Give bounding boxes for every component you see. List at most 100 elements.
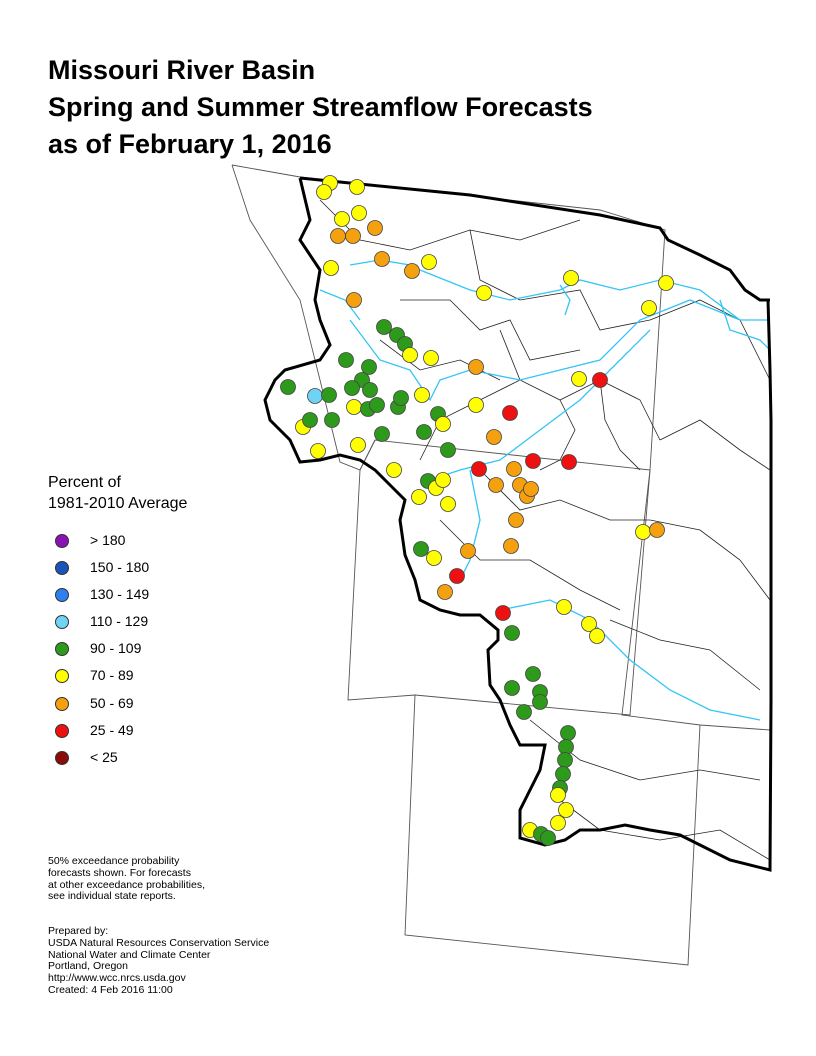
forecast-point <box>414 387 430 403</box>
basin-boundary <box>263 176 773 872</box>
credits-line: Prepared by: <box>48 925 109 937</box>
forecast-point <box>334 211 350 227</box>
forecast-point <box>323 260 339 276</box>
legend-label: 130 - 149 <box>90 586 150 603</box>
sub-basin-line <box>519 379 661 441</box>
forecast-point <box>557 752 573 768</box>
title-line-2: Spring and Summer Streamflow Forecasts <box>48 92 593 122</box>
forecast-point <box>369 397 385 413</box>
sub-basin-line <box>659 419 771 471</box>
forecast-point <box>435 472 451 488</box>
forecast-point <box>589 628 605 644</box>
legend-item: < 25 <box>48 749 187 778</box>
legend-item: 70 - 89 <box>48 667 187 696</box>
river-bighorn <box>459 469 481 581</box>
forecast-point <box>641 300 657 316</box>
forecast-point <box>504 625 520 641</box>
forecast-point <box>563 270 579 286</box>
forecast-point <box>349 179 365 195</box>
legend-label: 50 - 69 <box>90 694 134 711</box>
forecast-point <box>550 787 566 803</box>
forecast-point <box>556 599 572 615</box>
forecast-point <box>393 390 409 406</box>
forecast-point <box>346 292 362 308</box>
forecast-point <box>330 228 346 244</box>
forecast-point <box>307 388 323 404</box>
forecast-point <box>374 426 390 442</box>
title-line-3: as of February 1, 2016 <box>48 129 332 159</box>
forecast-point <box>350 437 366 453</box>
forecast-point <box>532 694 548 710</box>
forecast-point <box>435 416 451 432</box>
forecast-point <box>503 538 519 554</box>
forecast-point <box>421 254 437 270</box>
forecast-point <box>506 461 522 477</box>
credits-line: USDA Natural Resources Conservation Serv… <box>48 936 270 949</box>
sub-basin-line <box>400 299 581 361</box>
river-lake <box>559 284 571 316</box>
forecast-point <box>411 489 427 505</box>
forecast-point <box>310 443 326 459</box>
forecast-point <box>502 405 518 421</box>
legend-swatch <box>55 696 69 711</box>
forecast-point <box>550 815 566 831</box>
legend-swatch <box>55 615 69 630</box>
forecast-point <box>558 802 574 818</box>
forecast-point <box>338 352 354 368</box>
forecast-point <box>508 512 524 528</box>
forecast-points <box>280 175 674 846</box>
forecast-point <box>649 522 665 538</box>
note-line: at other exceedance probabilities, <box>48 878 206 891</box>
legend-item: 25 - 49 <box>48 722 187 751</box>
forecast-point <box>592 372 608 388</box>
sub-basin-line <box>419 329 521 461</box>
legend-title: Percent of 1981-2010 Average <box>48 472 187 514</box>
legend: Percent of 1981-2010 Average > 180 150 -… <box>48 472 187 778</box>
sub-basin-line <box>469 229 651 331</box>
forecast-point <box>413 541 429 557</box>
forecast-point <box>560 725 576 741</box>
forecast-point <box>351 205 367 221</box>
legend-swatch <box>55 642 69 657</box>
river-platte <box>499 599 761 721</box>
legend-swatch <box>55 750 69 765</box>
forecast-point <box>404 263 420 279</box>
forecast-point <box>658 275 674 291</box>
legend-swatch <box>55 588 69 603</box>
legend-swatch <box>55 534 69 548</box>
legend-label: 110 - 129 <box>90 613 149 630</box>
forecast-point <box>302 412 318 428</box>
credits-line: http://www.wcc.nrcs.usda.gov <box>48 972 186 985</box>
state-boundary-lines <box>231 164 771 966</box>
legend-items: > 180 150 - 180 130 - 149 110 - 129 90 -… <box>48 532 187 778</box>
forecast-point <box>495 605 511 621</box>
forecast-point <box>361 359 377 375</box>
forecast-point <box>476 285 492 301</box>
forecast-point <box>346 399 362 415</box>
forecast-point <box>345 228 361 244</box>
forecast-point <box>486 429 502 445</box>
forecast-point <box>635 524 651 540</box>
forecast-point <box>440 496 456 512</box>
forecast-point <box>344 380 360 396</box>
wyoming-outline <box>347 439 651 716</box>
forecast-point <box>437 584 453 600</box>
legend-title-line-1: Percent of <box>48 474 121 491</box>
legend-label: > 180 <box>90 532 126 548</box>
legend-label: 70 - 89 <box>90 667 134 684</box>
colorado-outline <box>404 694 701 966</box>
forecast-point <box>376 319 392 335</box>
title-line-1: Missouri River Basin <box>48 55 316 85</box>
river-yellowstone <box>429 329 651 481</box>
sub-basin-line <box>649 519 771 601</box>
legend-swatch <box>55 669 69 684</box>
legend-item: 50 - 69 <box>48 694 187 724</box>
forecast-point <box>581 616 597 632</box>
note-line: 50% exceedance probability <box>48 855 180 867</box>
river-north <box>319 289 361 321</box>
sub-basin-line <box>539 399 576 471</box>
exceedance-note: 50% exceedance probability forecasts sho… <box>48 855 206 903</box>
river-east <box>719 299 771 351</box>
forecast-point <box>423 350 439 366</box>
forecast-point <box>449 568 465 584</box>
